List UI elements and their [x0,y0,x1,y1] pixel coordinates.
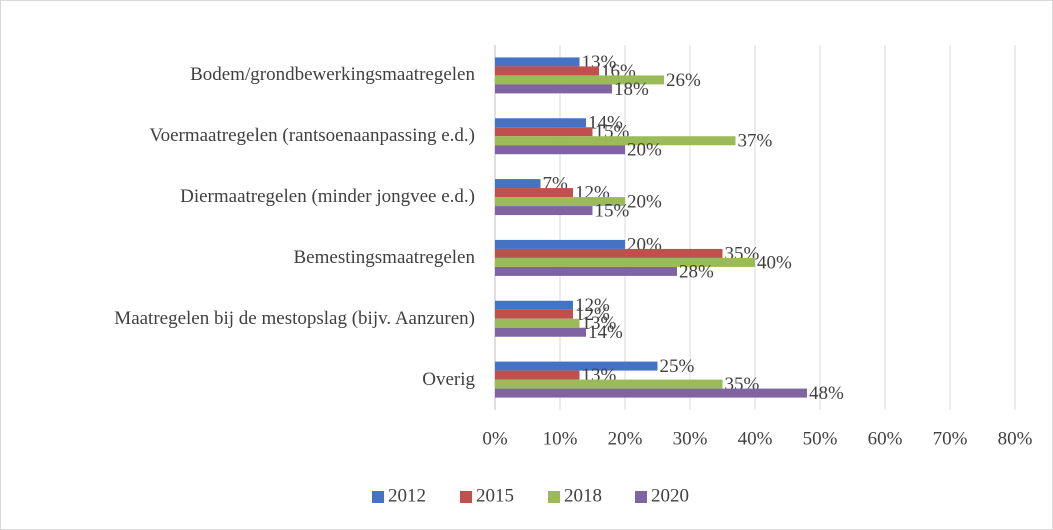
x-tick-label: 30% [673,428,708,449]
x-tick-label: 50% [803,428,838,449]
bar [495,309,573,319]
bar [495,257,755,267]
y-tick-label: Overig [422,368,475,390]
bar [495,118,586,128]
bar [495,136,736,146]
data-label: 14% [588,113,623,134]
data-label: 12% [575,304,610,325]
bar [495,179,541,189]
legend-label: 2018 [564,485,602,506]
bar [495,239,625,249]
y-tick-label: Bodem/grondbewerkingsmaatregelen [190,64,475,86]
legend-label: 2012 [388,485,426,506]
data-label: 13% [582,313,617,334]
x-tick-label: 70% [933,428,968,449]
legend-swatch [372,491,384,503]
bar [495,127,593,137]
legend-swatch [548,491,560,503]
data-label: 12% [575,295,610,316]
x-tick-label: 40% [738,428,773,449]
y-tick-label: Diermaatregelen (minder jongvee e.d.) [180,186,475,208]
bar [495,84,612,94]
data-label: 25% [660,356,695,377]
bar [495,66,599,76]
bar [495,248,723,258]
data-label: 37% [738,131,773,152]
x-tick-label: 80% [998,428,1033,449]
bar [495,206,593,216]
data-label: 20% [627,140,662,161]
y-tick-label: Bemestingsmaatregelen [293,246,476,268]
data-label: 20% [627,191,662,212]
bar [495,388,807,398]
data-label: 15% [595,200,630,221]
bar [495,370,580,380]
bar [495,188,573,198]
bar [495,379,723,389]
data-label: 28% [679,261,714,282]
x-tick-label: 10% [543,428,578,449]
bar [495,318,580,328]
x-tick-label: 60% [868,428,903,449]
bar [495,300,573,310]
y-tick-label: Voermaatregelen (rantsoenaanpassing e.d.… [149,125,475,147]
data-label: 18% [614,79,649,100]
legend-label: 2020 [651,485,689,506]
x-tick-label: 0% [482,428,508,449]
bar [495,327,586,337]
bar [495,145,625,155]
data-label: 26% [666,70,701,91]
bar [495,266,677,276]
data-label: 48% [809,383,844,404]
bar [495,57,580,67]
data-label: 40% [757,252,792,273]
x-tick-label: 20% [608,428,643,449]
legend-swatch [635,491,647,503]
bar [495,197,625,207]
bar [495,361,658,371]
legend-label: 2015 [476,485,514,506]
bar [495,75,664,85]
data-label: 14% [588,322,623,343]
legend-swatch [460,491,472,503]
y-tick-label: Maatregelen bij de mestopslag (bijv. Aan… [114,307,475,329]
